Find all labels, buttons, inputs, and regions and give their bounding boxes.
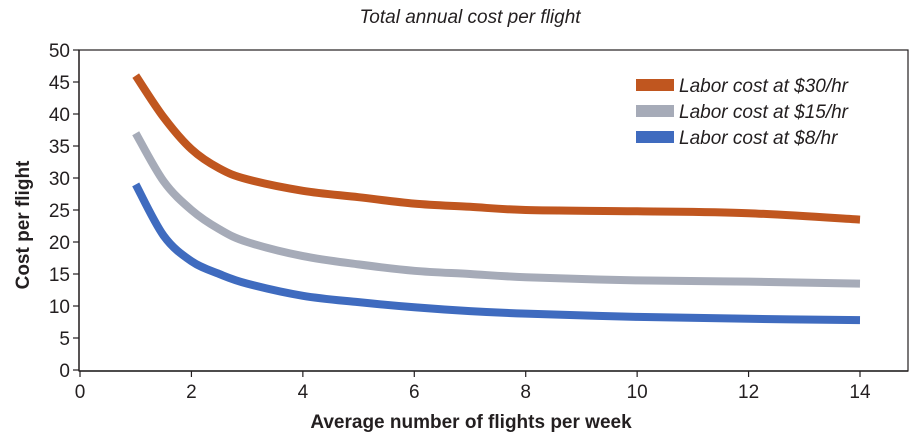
legend-label-0: Labor cost at $30/hr bbox=[679, 76, 849, 97]
x-tick-label: 4 bbox=[298, 382, 309, 403]
y-tick-label: 40 bbox=[49, 105, 70, 126]
series-lines bbox=[132, 73, 861, 325]
x-tick-label: 10 bbox=[627, 382, 648, 403]
y-tick-label: 35 bbox=[49, 137, 70, 158]
legend-label-2: Labor cost at $8/hr bbox=[679, 128, 838, 149]
x-axis-title: Average number of flights per week bbox=[310, 412, 632, 433]
x-axis: 0 2 4 6 8 10 12 14 bbox=[75, 370, 908, 403]
x-tick-label: 0 bbox=[75, 382, 86, 403]
x-tick-label: 6 bbox=[409, 382, 420, 403]
y-tick-label: 30 bbox=[49, 169, 70, 190]
legend: Labor cost at $30/hr Labor cost at $15/hr… bbox=[636, 76, 849, 149]
y-tick-label: 5 bbox=[59, 329, 70, 350]
y-tick-label: 45 bbox=[49, 73, 70, 94]
x-tick-label: 14 bbox=[849, 382, 871, 403]
x-tick-label: 2 bbox=[186, 382, 197, 403]
y-tick-label: 50 bbox=[49, 41, 70, 62]
y-tick-label: 20 bbox=[49, 233, 70, 254]
series-line-1 bbox=[132, 131, 861, 288]
legend-label-1: Labor cost at $15/hr bbox=[679, 102, 849, 123]
x-tick-label: 12 bbox=[738, 382, 759, 403]
series-line-0 bbox=[132, 73, 861, 224]
y-tick-label: 10 bbox=[49, 297, 70, 318]
y-tick-label: 25 bbox=[49, 201, 70, 222]
x-tick-label: 8 bbox=[520, 382, 531, 403]
y-tick-label: 15 bbox=[49, 265, 70, 286]
chart-title: Total annual cost per flight bbox=[359, 7, 581, 28]
series-line-2 bbox=[132, 182, 861, 325]
y-axis-title: Cost per flight bbox=[13, 160, 34, 289]
y-tick-label: 0 bbox=[59, 361, 70, 382]
y-axis: 0 5 10 15 20 25 30 35 40 45 50 bbox=[49, 41, 80, 382]
